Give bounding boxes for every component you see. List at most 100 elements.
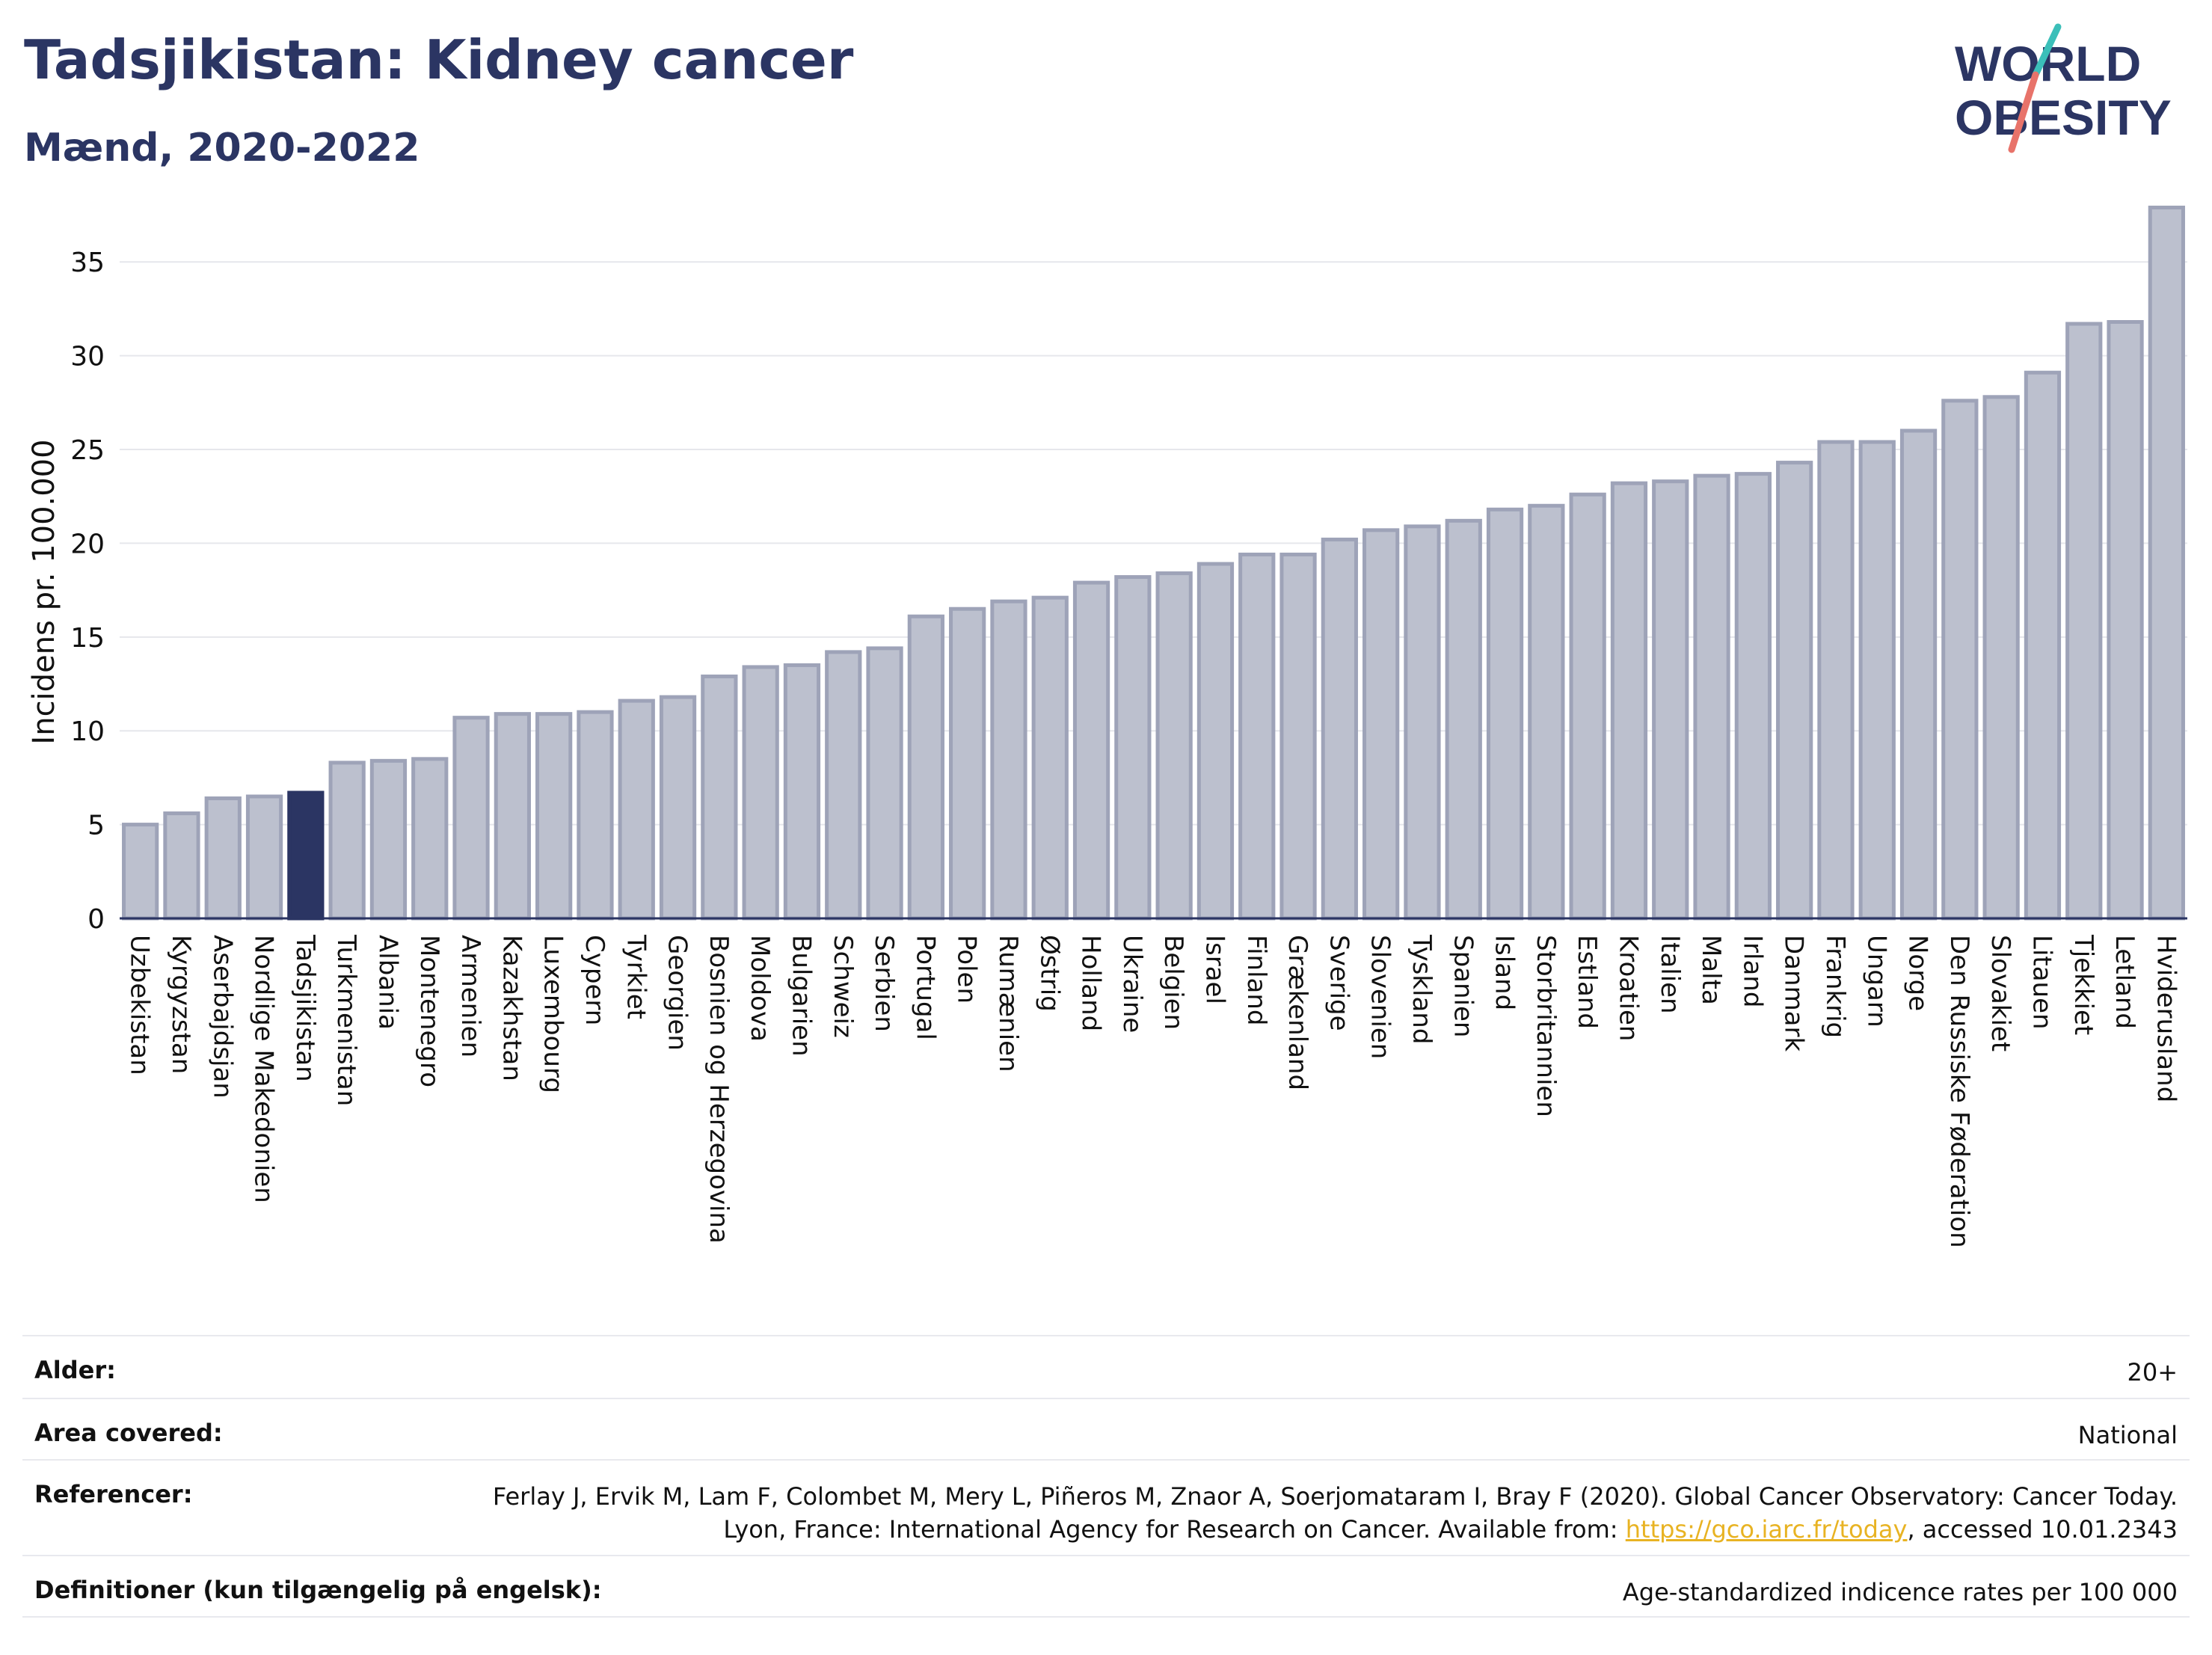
x-tick-label: Litauen (2027, 935, 2056, 1030)
bar (949, 607, 986, 921)
x-tick-label: Tjekkiet (2068, 934, 2098, 1035)
x-tick-label: Ungarn (1861, 935, 1891, 1028)
bar (1858, 440, 1896, 921)
y-tick-label: 35 (70, 248, 105, 278)
bar (783, 663, 821, 921)
x-tick-label: Kyrgyzstan (166, 935, 196, 1074)
x-tick-label: Danmark (1779, 935, 1809, 1051)
bar (1031, 595, 1069, 921)
x-tick-label: Letland (2110, 935, 2139, 1029)
bar (907, 614, 944, 921)
bar (411, 757, 449, 921)
x-tick-label: Norge (1903, 935, 1933, 1011)
bar (1155, 571, 1193, 921)
x-tick-label: Nordlige Makedonien (249, 935, 279, 1203)
age-label: Alder: (34, 1356, 116, 1384)
bar (1652, 479, 1689, 921)
x-tick-label: Estland (1572, 935, 1602, 1029)
bar (1776, 461, 1813, 921)
bar (328, 761, 366, 921)
x-tick-label: Kazakhstan (497, 935, 526, 1081)
x-tick-label: Serbien (869, 935, 899, 1032)
bar (1279, 552, 1317, 921)
x-tick-label: Aserbajdsjan (207, 935, 237, 1099)
bar (1114, 575, 1152, 921)
x-tick-label: Ukraine (1117, 935, 1147, 1033)
bar (825, 650, 862, 921)
definition-row: Definitioner (kun tilgængelig på engelsk… (22, 1555, 2190, 1618)
y-tick-label: 0 (87, 904, 105, 935)
x-tick-label: Tadsjikistan (290, 934, 320, 1082)
bar (1734, 472, 1772, 921)
x-tick-label: Uzbekistan (125, 935, 155, 1075)
x-tick-label: Israel (1199, 935, 1229, 1004)
bar (1445, 518, 1482, 921)
x-tick-label: Portugal (910, 935, 940, 1040)
area-value: National (2077, 1421, 2178, 1449)
x-tick-label: Tyrkiet (621, 934, 651, 1019)
bar (287, 790, 325, 921)
x-tick-label: Polen (952, 935, 982, 1004)
x-tick-label: Italien (1655, 935, 1685, 1014)
chart-title: Tadsjikistan: Kidney cancer (24, 28, 854, 91)
reference-text: Ferlay J, Ervik M, Lam F, Colombet M, Me… (458, 1480, 2178, 1546)
bar (535, 712, 573, 921)
x-tick-label: Slovenien (1365, 935, 1395, 1059)
chart-subtitle: Mænd, 2020-2022 (24, 126, 420, 171)
y-axis-label: Incidens pr. 100.000 (27, 439, 61, 744)
bar (1321, 537, 1358, 921)
x-tick-label: Georgien (663, 935, 692, 1051)
info-table: Alder: 20+ Area covered: National Refere… (22, 1335, 2190, 1618)
x-tick-labels: Uzbekistan Kyrgyzstan Aserbajdsjan Nordlige… (125, 934, 2181, 1248)
bar (1610, 481, 1648, 921)
age-row: Alder: 20+ (22, 1335, 2190, 1398)
bar (369, 758, 408, 921)
bar (452, 716, 490, 921)
bar (1362, 528, 1400, 921)
x-tick-label: Storbritannien (1531, 935, 1561, 1117)
x-tick-label: Armenien (455, 935, 485, 1057)
x-tick-label: Island (1490, 935, 1520, 1010)
bar (1941, 399, 1979, 921)
bar (1817, 440, 1855, 921)
y-tick-label: 10 (70, 716, 105, 747)
y-tick-label: 15 (70, 623, 105, 654)
x-tick-label: Spanien (1448, 935, 1478, 1037)
bar (577, 710, 614, 921)
bar (1693, 473, 1730, 921)
x-tick-label: Finland (1241, 935, 1271, 1026)
bar (1899, 429, 1938, 921)
y-tick-labels: 0 5 10 15 20 25 30 35 (70, 248, 105, 935)
bar (494, 712, 531, 921)
x-tick-label: Cypern (580, 935, 609, 1025)
reference-link[interactable]: https://gco.iarc.fr/today (1625, 1515, 1908, 1544)
y-tick-label: 5 (87, 811, 105, 841)
x-tick-label: Montenegro (414, 935, 444, 1087)
bar (2148, 206, 2185, 921)
x-tick-label: Holland (1076, 935, 1106, 1031)
x-tick-label: Irland (1737, 935, 1767, 1007)
area-row: Area covered: National (22, 1398, 2190, 1459)
bar-chart: 0 5 10 15 20 25 30 35 Uzbekistan Kyrgyzstan Aserb… (27, 206, 2187, 1248)
x-tick-label: Bosnien og Herzegovina (704, 935, 734, 1244)
reference-row: Referencer: Ferlay J, Ervik M, Lam F, Co… (22, 1459, 2190, 1555)
area-label: Area covered: (34, 1419, 223, 1447)
x-tick-label: Bulgarien (786, 935, 816, 1057)
bar (1196, 562, 1235, 921)
x-tick-label: Sverige (1324, 935, 1354, 1031)
bar (2024, 370, 2062, 921)
x-tick-label: Moldova (745, 935, 775, 1042)
reference-label: Referencer: (34, 1480, 193, 1508)
bars (122, 206, 2185, 921)
bar (1528, 503, 1565, 921)
bar (1982, 395, 2020, 921)
bar (742, 665, 779, 921)
y-tick-label: 20 (70, 529, 105, 559)
x-tick-label: Albania (372, 935, 402, 1030)
bar (866, 646, 903, 921)
bar (204, 796, 242, 921)
bar (1404, 524, 1441, 921)
bar (245, 794, 283, 921)
bar (659, 695, 697, 921)
y-tick-label: 25 (70, 435, 105, 466)
